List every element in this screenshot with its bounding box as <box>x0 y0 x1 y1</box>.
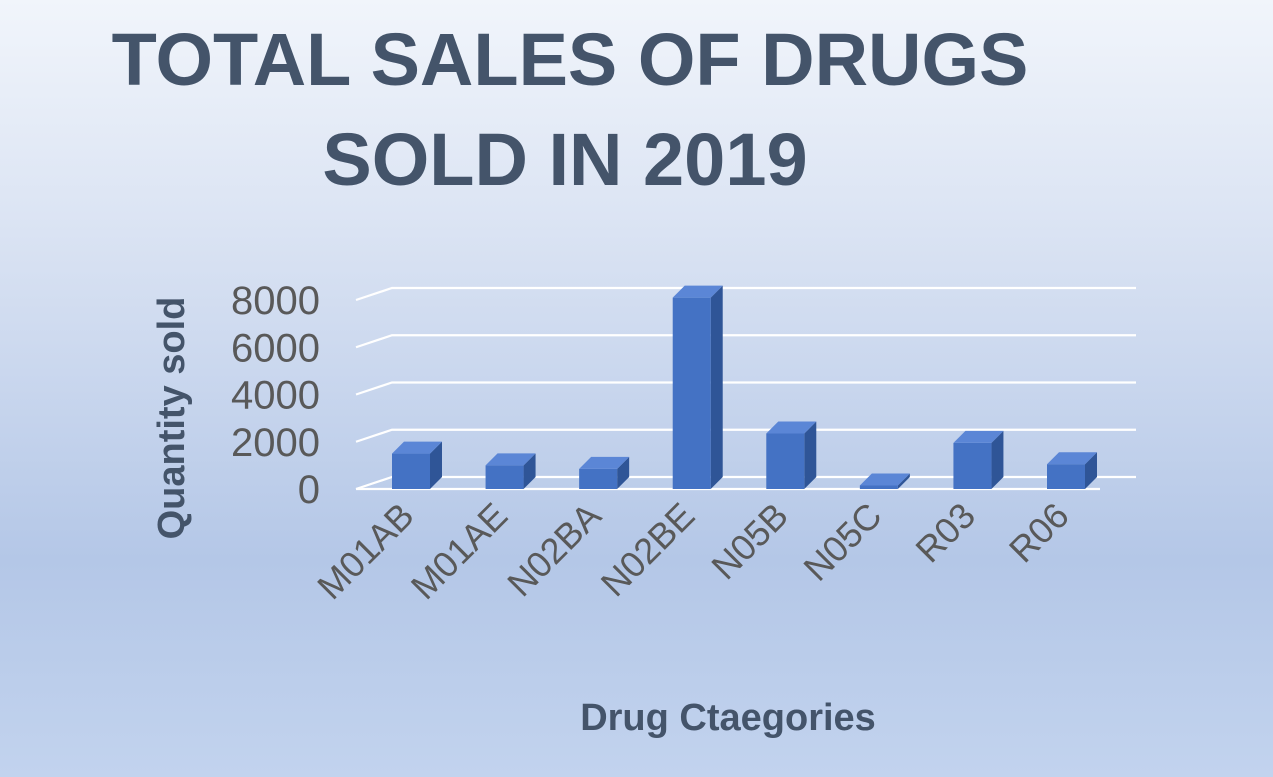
bar-front-face <box>766 433 805 489</box>
bar-top-face <box>1047 452 1097 465</box>
bar-front-face <box>859 485 898 489</box>
bar-top-face <box>579 456 630 469</box>
bar-front-face <box>1047 464 1085 489</box>
gridline <box>355 475 1136 491</box>
bar-side-face <box>804 421 817 489</box>
bar-side-face <box>991 430 1004 489</box>
bar-front-face <box>953 442 992 489</box>
bars <box>392 285 1097 489</box>
bar-side-face <box>523 453 536 489</box>
bar-n05c <box>859 473 910 489</box>
bar-top-face <box>672 285 723 298</box>
bar-r03 <box>953 430 1004 489</box>
bar-top-face <box>859 473 910 486</box>
bar-side-face <box>710 285 723 489</box>
bar-top-face <box>392 441 442 454</box>
bar-side-face <box>617 456 630 489</box>
bar-side-face <box>1085 452 1097 489</box>
x-tick-label: N05B <box>703 495 796 588</box>
bar-front-face <box>485 465 524 489</box>
bar-m01ab <box>392 441 442 489</box>
gridline <box>355 286 1136 302</box>
bar-side-face <box>897 473 910 489</box>
bar-front-face <box>579 468 618 489</box>
gridlines <box>355 286 1136 491</box>
gridline <box>355 381 1136 396</box>
bar-n02be <box>672 285 723 489</box>
x-tick-label: R06 <box>1001 495 1077 571</box>
chart-title-line-2: SOLD IN 2019 <box>322 118 807 201</box>
x-tick-label: N02BA <box>499 495 609 605</box>
chart-title-line-1: TOTAL SALES OF DRUGS <box>112 18 1029 101</box>
x-tick-label: R03 <box>907 495 983 571</box>
bar-n02ba <box>579 456 630 489</box>
y-tick-label: 4000 <box>231 374 320 418</box>
x-tick-label: N02BE <box>593 495 703 605</box>
bar-top-face <box>953 430 1004 443</box>
bar-front-face <box>392 453 430 489</box>
bar-r06 <box>1047 452 1097 489</box>
bar-m01ae <box>485 453 536 489</box>
bar-top-face <box>485 453 536 466</box>
y-tick-label: 0 <box>298 468 320 512</box>
gridline <box>355 428 1136 443</box>
bar-top-face <box>766 421 817 434</box>
bar-front-face <box>672 297 711 489</box>
gridline <box>355 334 1136 349</box>
y-tick-label: 6000 <box>231 326 320 370</box>
y-tick-label: 8000 <box>231 279 320 323</box>
bar-side-face <box>430 441 442 489</box>
x-tick-label: N05C <box>795 495 889 589</box>
y-axis-title: Quantity sold <box>151 297 193 540</box>
x-tick-label: M01AE <box>403 495 515 607</box>
bar-n05b <box>766 421 817 489</box>
x-tick-label: M01AB <box>309 495 421 607</box>
y-tick-label: 2000 <box>231 421 320 465</box>
x-axis-title: Drug Ctaegories <box>580 697 876 739</box>
